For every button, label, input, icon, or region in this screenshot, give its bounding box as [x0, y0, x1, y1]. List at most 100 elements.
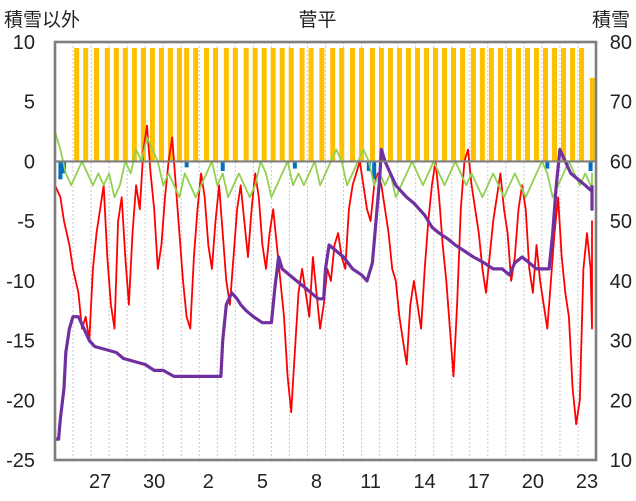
bar-mark: [589, 77, 595, 162]
bar-mark: [579, 47, 585, 162]
bar-mark: [288, 47, 294, 162]
bar-mark: [93, 47, 99, 162]
bar-mark: [203, 47, 209, 162]
bar-mark: [545, 161, 550, 169]
right-axis-label: 積雪: [592, 9, 630, 31]
bar-mark: [193, 47, 199, 162]
bar-mark: [212, 47, 218, 162]
bar-mark: [570, 47, 576, 162]
bar-mark: [184, 161, 189, 168]
bar-mark: [339, 47, 345, 162]
x-tick-label: 11: [360, 471, 381, 493]
x-axis-ticks: 27 30 2 5 8 11 14 17 20 23: [89, 471, 598, 493]
bar-mark: [299, 47, 305, 162]
bar-mark: [433, 47, 439, 162]
bar-mark: [74, 47, 80, 162]
bar-mark: [350, 47, 356, 162]
bar-mark: [292, 161, 297, 169]
x-tick-label: 5: [257, 471, 268, 493]
left-tick-label: -5: [17, 211, 35, 233]
right-tick-label: 20: [610, 390, 632, 412]
x-tick-label: 2: [203, 471, 214, 493]
left-tick-label: -15: [6, 331, 35, 353]
bar-mark: [220, 161, 225, 171]
bar-mark: [524, 47, 530, 162]
left-tick-label: -20: [6, 390, 35, 412]
bar-mark: [561, 47, 567, 162]
bar-mark: [167, 47, 173, 162]
bar-mark: [497, 47, 503, 162]
bar-mark: [184, 47, 190, 162]
left-tick-label: 0: [24, 151, 35, 173]
bar-mark: [460, 47, 466, 162]
x-tick-label: 30: [143, 471, 165, 493]
bar-mark: [387, 47, 393, 162]
right-tick-label: 30: [610, 331, 632, 353]
bar-mark: [232, 47, 238, 162]
bar-mark: [279, 47, 285, 162]
series-line: [54, 124, 593, 426]
right-tick-label: 60: [610, 151, 632, 173]
bar-mark: [83, 47, 89, 162]
bar-mark: [588, 161, 593, 171]
bar-mark: [243, 47, 249, 162]
x-tick-label: 20: [522, 471, 544, 493]
bar-mark: [308, 47, 314, 162]
bar-mark: [369, 47, 375, 162]
series-line: [55, 147, 594, 441]
bar-series: [58, 47, 595, 180]
right-tick-label: 40: [610, 271, 632, 293]
left-axis-ticks: 10 5 0 -5 -10 -15 -20 -25: [6, 32, 35, 472]
right-tick-label: 50: [610, 211, 632, 233]
bar-mark: [319, 47, 325, 162]
bar-mark: [506, 47, 512, 162]
bar-mark: [131, 47, 137, 162]
bar-mark: [261, 47, 267, 162]
bar-mark: [223, 47, 229, 162]
bar-mark: [372, 161, 377, 180]
bar-mark: [552, 47, 558, 162]
x-tick-label: 8: [311, 471, 322, 493]
right-axis-ticks: 80 70 60 50 40 30 20 10: [610, 32, 632, 472]
bar-mark: [176, 47, 182, 162]
x-tick-label: 14: [414, 471, 436, 493]
bar-mark: [451, 47, 457, 162]
bar-mark: [366, 161, 371, 171]
chart-title: 菅平: [298, 9, 336, 31]
bar-mark: [533, 47, 539, 162]
bar-mark: [104, 47, 110, 162]
bar-mark: [396, 47, 402, 162]
right-tick-label: 70: [610, 92, 632, 114]
x-tick-label: 23: [576, 471, 598, 493]
bar-mark: [378, 47, 384, 162]
bar-mark: [442, 47, 448, 162]
left-tick-label: 10: [13, 32, 35, 54]
bar-mark: [479, 47, 485, 162]
bar-mark: [515, 47, 521, 162]
bar-mark: [158, 47, 164, 162]
bar-mark: [113, 47, 119, 162]
right-tick-label: 80: [610, 32, 632, 54]
left-tick-label: -25: [6, 450, 35, 472]
bar-mark: [423, 47, 429, 162]
bar-mark: [470, 47, 476, 162]
bar-mark: [330, 47, 336, 162]
x-tick-label: 17: [468, 471, 490, 493]
bar-mark: [252, 47, 258, 162]
bar-mark: [414, 47, 420, 162]
x-tick-label: 27: [89, 471, 111, 493]
plot-border: [53, 40, 598, 462]
left-tick-label: -10: [6, 271, 35, 293]
bar-mark: [122, 47, 128, 162]
bar-mark: [488, 47, 494, 162]
line-series: [54, 124, 594, 441]
left-tick-label: 5: [24, 92, 35, 114]
bar-mark: [149, 47, 155, 162]
bar-mark: [543, 47, 549, 162]
right-tick-label: 10: [610, 450, 632, 472]
bar-mark: [405, 47, 411, 162]
series-line: [54, 131, 593, 199]
bar-mark: [359, 47, 365, 162]
left-axis-label: 積雪以外: [4, 9, 80, 31]
